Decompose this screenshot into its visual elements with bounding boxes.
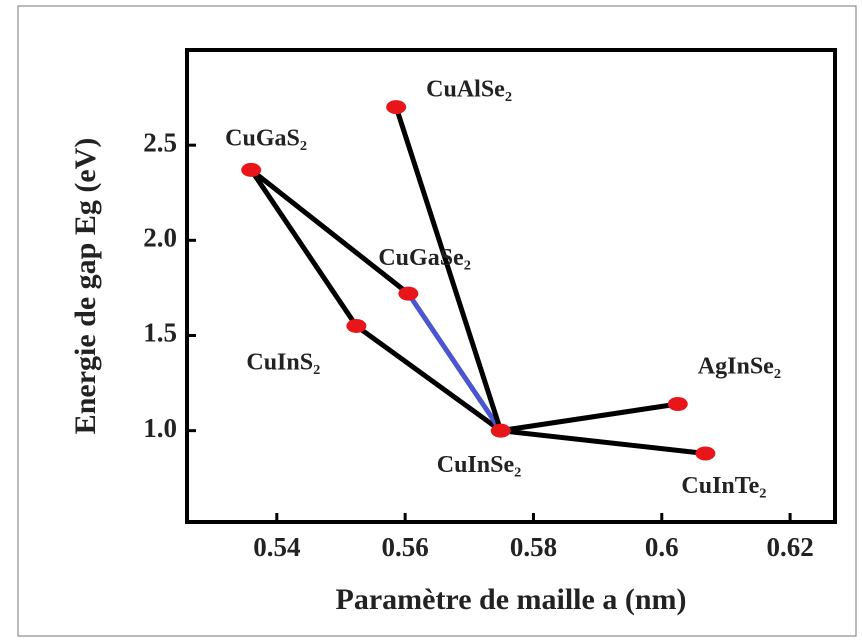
page-frame	[17, 5, 857, 637]
data-point	[667, 397, 688, 411]
plot-frame	[185, 48, 837, 524]
point-label: CuInTe₂	[681, 473, 766, 499]
x-tick-label: 0.6	[645, 532, 679, 562]
link-line	[498, 428, 708, 456]
x-tick-label: 0.58	[510, 532, 557, 562]
y-tick-label: 1.5	[143, 318, 177, 348]
link-line	[353, 323, 504, 434]
y-tick-label: 2.5	[143, 127, 177, 157]
data-point	[490, 423, 511, 438]
x-tick-label: 0.54	[253, 532, 300, 562]
data-point	[346, 318, 367, 333]
link-line	[405, 291, 504, 434]
y-tick-label: 2.0	[143, 223, 177, 253]
point-label: AgInSe₂	[698, 354, 781, 380]
link-line	[498, 401, 681, 434]
data-point	[398, 286, 419, 301]
point-label: CuInS₂	[246, 349, 320, 375]
link-line	[248, 167, 411, 297]
x-tick-label: 0.56	[382, 532, 429, 562]
point-label: CuInSe₂	[437, 452, 522, 478]
x-axis-label: Paramètre de maille a (nm)	[336, 583, 687, 616]
data-point	[695, 446, 716, 461]
point-label: CuGaS₂	[225, 125, 307, 151]
point-label: CuGaSe₂	[378, 245, 471, 271]
x-tick-label: 0.62	[766, 532, 813, 562]
link-line	[393, 104, 504, 434]
y-tick-label: 1.0	[143, 413, 177, 443]
data-point	[386, 100, 407, 115]
y-axis-label: Energie de gap Eg (eV)	[69, 138, 102, 435]
link-line	[248, 167, 359, 329]
point-label: CuAlSe₂	[426, 77, 512, 103]
data-point	[241, 162, 262, 177]
